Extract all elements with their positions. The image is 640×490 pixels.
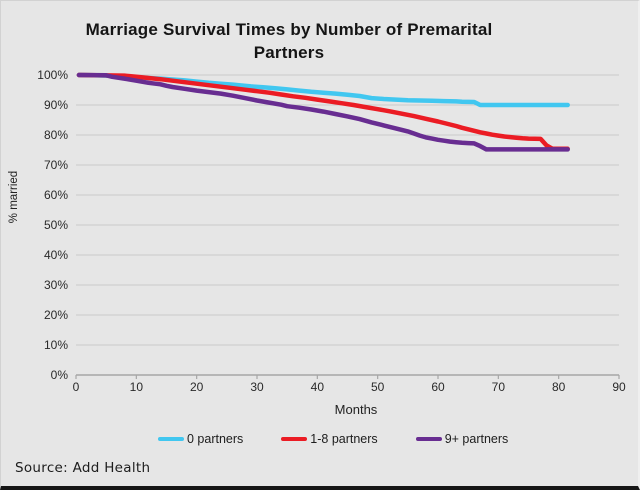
y-tick-label: 90% bbox=[43, 98, 68, 112]
legend-line-swatch-red bbox=[281, 437, 308, 441]
y-tick-label: 60% bbox=[43, 188, 68, 202]
x-axis-tick-labels: 0 10 20 30 40 50 60 70 80 90 bbox=[73, 380, 626, 396]
x-tick-label: 50 bbox=[370, 380, 385, 394]
y-tick-label: 20% bbox=[43, 308, 68, 322]
series-line-9+-partners bbox=[76, 72, 570, 152]
legend-line-swatch-cyan bbox=[158, 437, 184, 441]
chart-title: Marriage Survival Times by Number of Pre… bbox=[85, 20, 493, 62]
y-axis-tick-labels: 0% 10% 20% 30% 40% 50% 60% 70% 80% 90% 100% bbox=[1, 68, 68, 382]
legend-label: 1-8 partners bbox=[310, 432, 378, 446]
x-tick-label: 40 bbox=[310, 380, 324, 394]
x-tick-label: 20 bbox=[189, 380, 204, 394]
source-note: Source: Add Health bbox=[15, 460, 151, 476]
y-tick-label: 70% bbox=[43, 158, 68, 172]
x-tick-label: 80 bbox=[551, 380, 566, 394]
legend: 0 partners 1-8 partners 9+ partners bbox=[158, 432, 508, 446]
x-tick-label: 70 bbox=[491, 380, 505, 394]
series-line-1-8-partners bbox=[76, 72, 570, 152]
x-tick-label: 0 bbox=[72, 380, 80, 394]
y-tick-label: 100% bbox=[37, 68, 68, 82]
legend-label: 0 partners bbox=[187, 432, 244, 446]
legend-item-9plus-partners: 9+ partners bbox=[415, 432, 509, 446]
y-tick-label: 10% bbox=[43, 338, 68, 352]
legend-item-1-8-partners: 1-8 partners bbox=[281, 432, 378, 446]
x-tick-label: 90 bbox=[612, 380, 626, 394]
x-tick-label: 30 bbox=[250, 380, 264, 394]
x-tick-label: 10 bbox=[129, 380, 143, 394]
y-tick-label: 80% bbox=[43, 128, 68, 142]
plot-area bbox=[75, 72, 620, 379]
y-tick-label: 40% bbox=[43, 248, 68, 262]
x-axis-label: Months bbox=[334, 402, 378, 417]
legend-label: 9+ partners bbox=[444, 432, 509, 446]
legend-item-0-partners: 0 partners bbox=[158, 432, 243, 446]
legend-line-swatch-purple bbox=[415, 437, 442, 441]
x-tick-label: 60 bbox=[431, 380, 445, 394]
y-tick-label: 50% bbox=[43, 218, 68, 232]
y-tick-label: 30% bbox=[43, 278, 68, 292]
y-tick-label: 0% bbox=[50, 368, 68, 382]
